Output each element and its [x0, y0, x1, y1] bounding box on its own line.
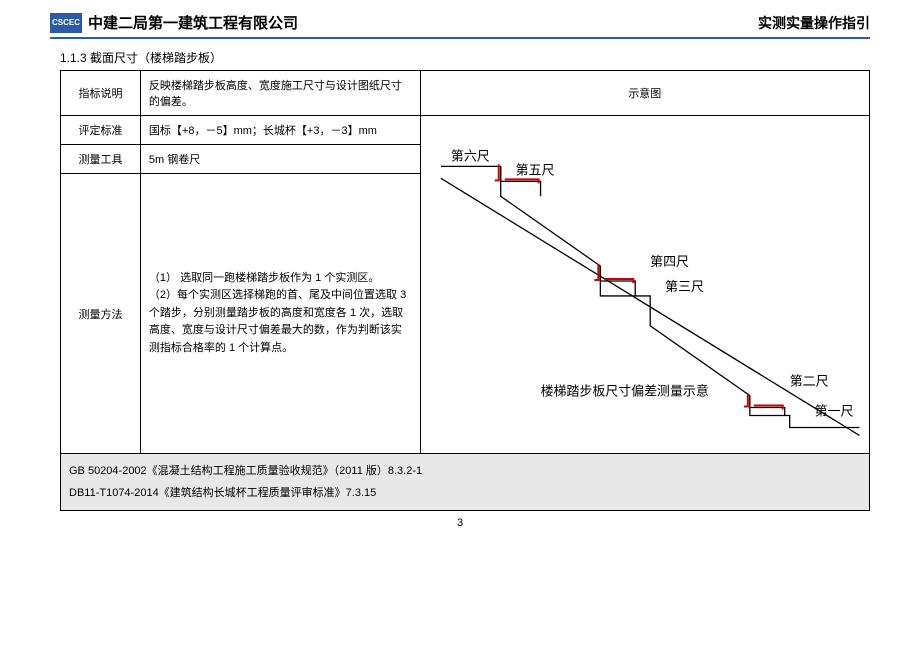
marker-2 — [743, 394, 747, 407]
tool-label: 测量工具 — [61, 145, 141, 174]
references-cell: GB 50204-2002《混凝土结构工程施工质量验收规范》（2011 版）8.… — [61, 454, 870, 511]
section-title: 1.1.3 截面尺寸（楼梯踏步板） — [60, 49, 920, 66]
diagram-cell: 第六尺 第五尺 第四尺 第三尺 第二尺 第一尺 楼梯踏步板尺寸偏差测量示意 — [420, 116, 869, 454]
method-text: （1） 选取同一跑楼梯踏步板作为 1 个实测区。 （2）每个实测区选择梯跑的首、… — [140, 174, 420, 454]
page-header: CSCEC 中建二局第一建筑工程有限公司 实测实量操作指引 — [0, 0, 920, 37]
header-divider — [50, 37, 870, 39]
spec-table: 指标说明 反映楼梯踏步板高度、宽度施工尺寸与设计图纸尺寸的偏差。 示意图 评定标… — [60, 70, 870, 511]
reference-line-1: GB 50204-2002《混凝土结构工程施工质量验收规范》（2011 版）8.… — [69, 460, 861, 482]
indicator-text: 反映楼梯踏步板高度、宽度施工尺寸与设计图纸尺寸的偏差。 — [140, 71, 420, 116]
company-logo: CSCEC — [50, 13, 82, 33]
label-1: 第一尺 — [814, 404, 853, 419]
standard-text: 国标【+8，－5】mm；长城杯【+3，－3】mm — [140, 116, 420, 145]
method-label: 测量方法 — [61, 174, 141, 454]
diagram-caption: 楼梯踏步板尺寸偏差测量示意 — [540, 384, 708, 399]
diagram-header: 示意图 — [420, 71, 869, 116]
table-row: 指标说明 反映楼梯踏步板高度、宽度施工尺寸与设计图纸尺寸的偏差。 示意图 — [61, 71, 870, 116]
company-name: 中建二局第一建筑工程有限公司 — [88, 12, 298, 33]
reference-line-2: DB11-T1074-2014《建筑结构长城杯工程质量评审标准》7.3.15 — [69, 482, 861, 504]
page-number: 3 — [0, 517, 920, 529]
label-6: 第六尺 — [450, 148, 489, 163]
label-4: 第四尺 — [650, 254, 689, 269]
tool-text: 5m 钢卷尺 — [140, 145, 420, 174]
label-5: 第五尺 — [515, 162, 554, 177]
label-3: 第三尺 — [665, 279, 704, 294]
document-title: 实测实量操作指引 — [758, 13, 870, 33]
header-left: CSCEC 中建二局第一建筑工程有限公司 — [50, 12, 298, 33]
stair-mid-step — [600, 266, 635, 296]
stair-diagram: 第六尺 第五尺 第四尺 第三尺 第二尺 第一尺 楼梯踏步板尺寸偏差测量示意 — [421, 116, 869, 436]
label-2: 第二尺 — [789, 374, 828, 389]
indicator-label: 指标说明 — [61, 71, 141, 116]
method-line-2: （2）每个实测区选择梯跑的首、尾及中间位置选取 3 个踏步，分别测量踏步板的高度… — [149, 287, 412, 357]
marker-4 — [594, 264, 598, 280]
table-row: 评定标准 国标【+8，－5】mm；长城杯【+3，－3】mm — [61, 116, 870, 145]
standard-label: 评定标准 — [61, 116, 141, 145]
method-line-1: （1） 选取同一跑楼梯踏步板作为 1 个实测区。 — [149, 270, 412, 288]
table-row: GB 50204-2002《混凝土结构工程施工质量验收规范》（2011 版）8.… — [61, 454, 870, 511]
